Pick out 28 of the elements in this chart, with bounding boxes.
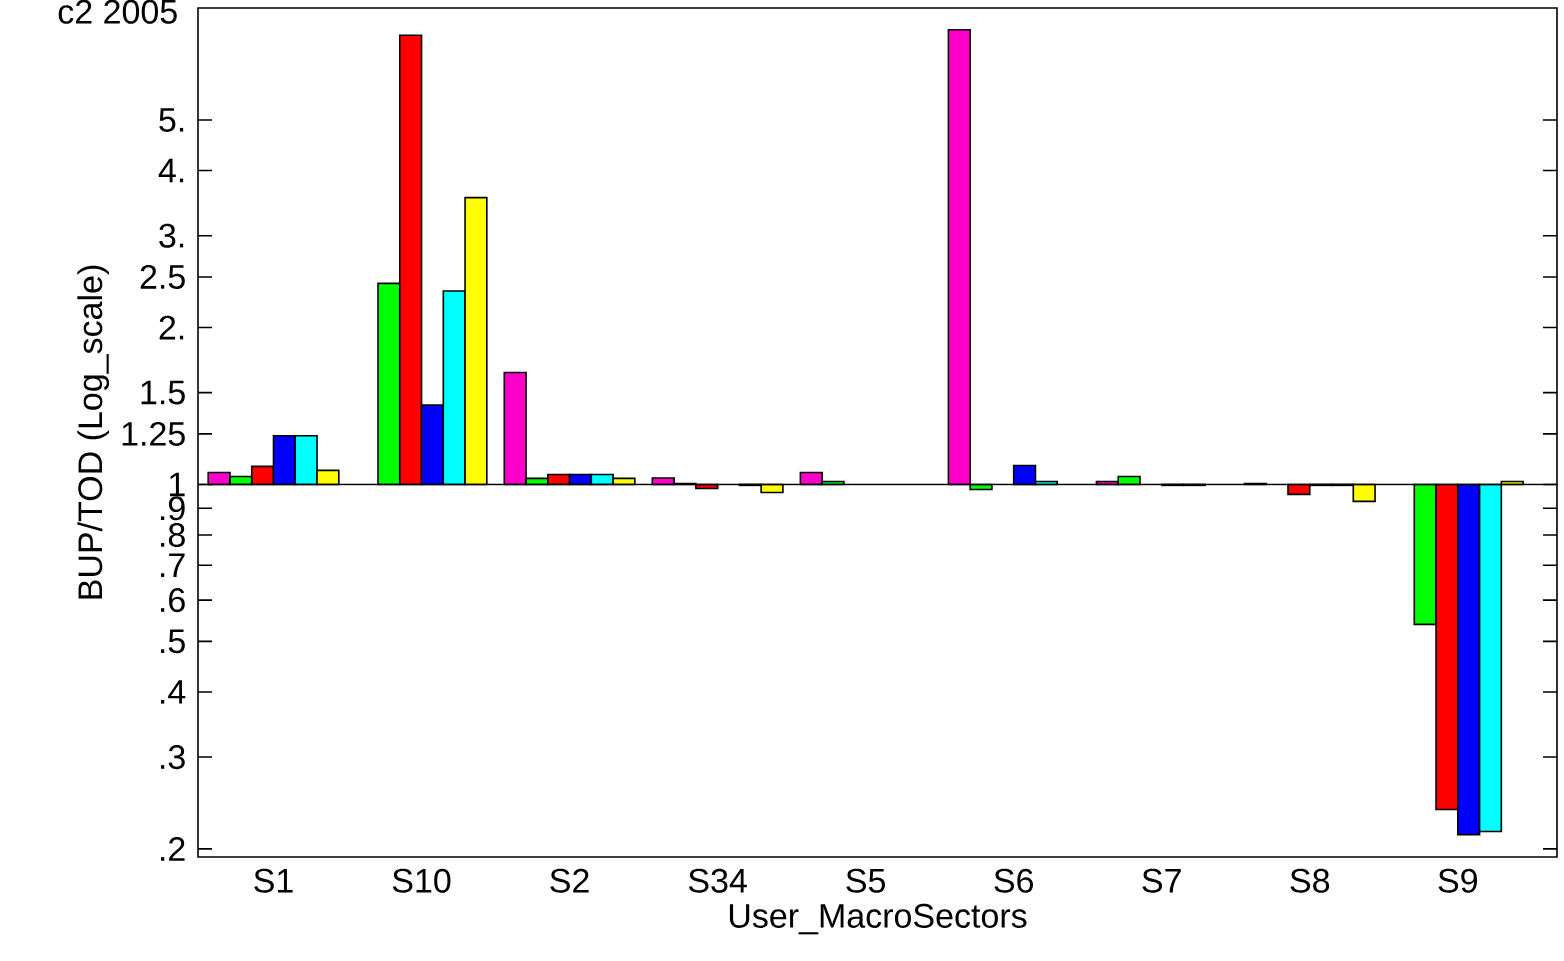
- x-tick-label: S1: [254, 868, 293, 893]
- y-axis-title: BUP/TOD (Log_scale): [77, 265, 110, 599]
- y-tick-label: .7: [161, 553, 185, 577]
- y-tick-label: 4.: [158, 158, 184, 183]
- x-tick-label: S2: [550, 868, 589, 893]
- y-tick-label: 5.: [159, 108, 184, 132]
- y-tick-label: .8: [161, 522, 185, 548]
- x-axis-title: User_MacroSectors: [729, 903, 1027, 935]
- y-tick-label: 3.: [159, 223, 184, 248]
- x-tick-label: S8: [1290, 868, 1330, 893]
- x-tick-label: S9: [1438, 868, 1478, 893]
- x-tick-label: S6: [994, 868, 1033, 893]
- y-tick-label: .5: [161, 629, 185, 654]
- y-tick-label: .2: [161, 837, 185, 861]
- x-tick-label: S5: [846, 868, 886, 893]
- y-tick-label: 1: [169, 472, 185, 497]
- y-tick-label: .4: [161, 680, 186, 704]
- x-tick-label: S7: [1142, 868, 1181, 893]
- x-tick-label: S34: [688, 868, 747, 893]
- y-tick-label: 1.25: [122, 421, 185, 446]
- y-tick-label: .3: [161, 745, 185, 770]
- y-tick-label: .6: [161, 588, 185, 613]
- y-tick-label: 1.5: [141, 380, 185, 405]
- x-tick-label: S10: [392, 868, 451, 893]
- chart-title: c2 2005: [58, 0, 177, 24]
- y-tick-label: 2.: [159, 315, 184, 340]
- y-tick-label: 2.5: [140, 264, 185, 290]
- y-tick-label: .9: [161, 496, 185, 521]
